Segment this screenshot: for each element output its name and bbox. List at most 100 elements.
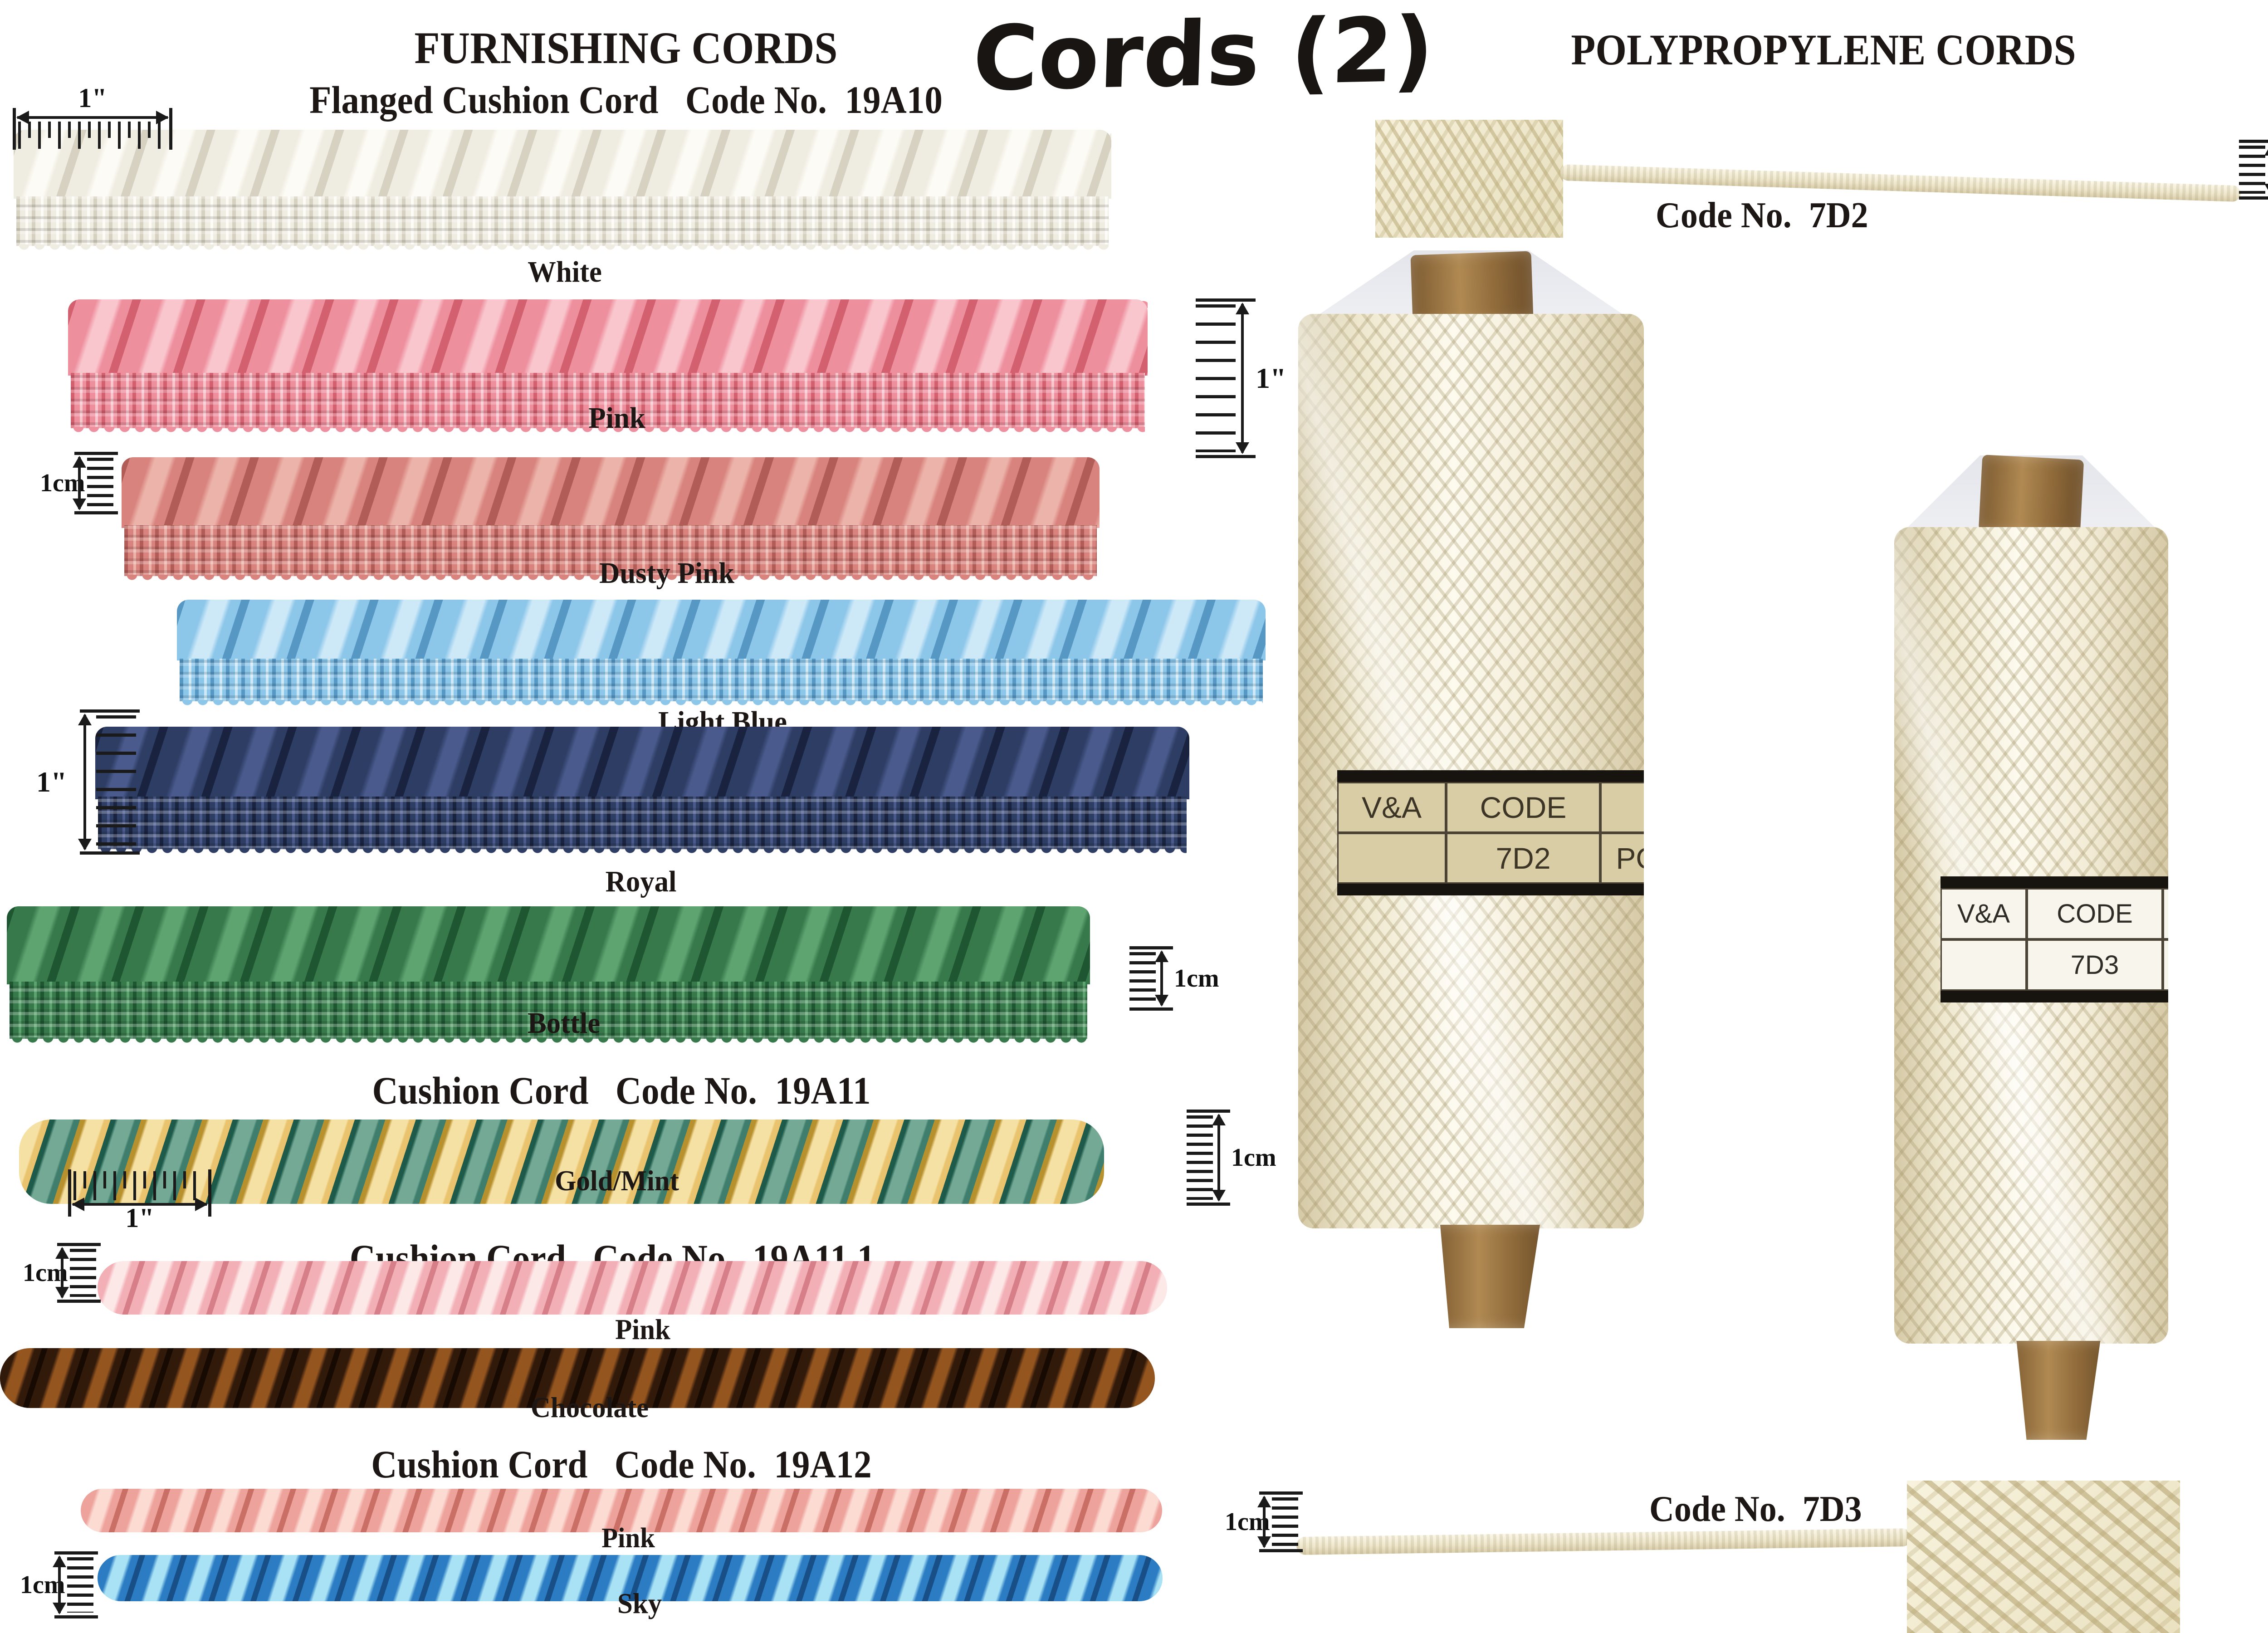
ruler-arrow-line [78,457,81,509]
spool-7d2: V&A CODE FIBRE 7D2 POLY PRO [1298,250,1644,1330]
ruler-ticks [67,1557,93,1613]
label-cell-fibre-value: POLY PRO [2163,939,2168,991]
cord-scallop-edge [124,575,1097,587]
cord-gimp-braid [10,982,1087,1039]
label-cell-fibre-header: FIBRE [2163,888,2168,939]
cord-label-sky: Sky [617,1587,662,1619]
ruler-endbar [80,851,140,855]
ruler-endbar [54,1551,98,1555]
cord-sample-white [14,123,1111,256]
ruler-1cm-vertical-icon: 1cm [1187,1110,1291,1206]
cord-label-dusty-pink: Dusty Pink [599,557,734,590]
cord-rope [14,130,1111,199]
ruler-endbar [1259,1491,1303,1495]
ruler-ticks [70,1249,96,1297]
cardboard-core-bottom [1440,1225,1540,1328]
cord-label-gold-mint: Gold/Mint [555,1164,679,1197]
cord-rope [122,457,1100,528]
ruler-arrow-line [73,1203,207,1206]
label-cell-fibre-header: FIBRE [1600,782,1644,833]
label-cell-brand: V&A [1337,782,1446,833]
cord-sample-pink [68,293,1148,439]
ruler-1inch-horizontal-icon: 1" [68,1169,211,1233]
cord-gimp-braid [98,797,1187,849]
ruler-1cm-vertical-icon: 1cm [40,452,144,514]
ruler-arrow-line [61,1248,64,1297]
cord-sample-pink-19a11-1 [98,1261,1167,1315]
ruler-endbar [1187,1203,1230,1206]
ruler-endbar [57,1243,101,1246]
label-cell-blank [1337,833,1446,884]
page-title: Cords (2) [971,0,1436,112]
ruler-endbar [74,511,118,514]
cord-sample-royal [95,720,1189,860]
label-cell-code-value: 7D3 [2027,939,2163,991]
ruler-endbar [74,452,118,455]
ruler-label: 1cm [20,1571,65,1599]
cord-label-pink: Pink [588,401,645,435]
code-label-7d3: Code No. 7D3 [1649,1489,1862,1529]
spool-label-7d3: V&A CODE FIBRE 7D3 POLY PRO [1941,876,2168,1002]
cord-scallop-edge [180,700,1263,712]
ruler-ticks [1129,952,1156,1005]
group-heading-19a10: Flanged Cushion Cord Code No. 19A10 [309,78,943,122]
ruler-label: 1" [125,1203,154,1233]
ruler-1cm-vertical-icon: 1cm [2239,140,2268,200]
ruler-label: 1cm [40,469,85,497]
ruler-arrow-line [1241,304,1244,453]
ruler-label: 1" [78,83,107,113]
cord-texture-swatch-7d3 [1907,1481,2180,1633]
ruler-arrow-line [17,116,168,119]
ruler-1inch-vertical-icon: 1" [36,709,163,855]
cord-rope [177,600,1266,661]
ruler-endbar [1129,1007,1173,1011]
ruler-endbar [1196,455,1256,458]
label-cell-code-header: CODE [2027,888,2163,939]
cord-rope [95,727,1189,800]
thin-cord-7d3 [1296,1528,1912,1555]
ruler-1inch-vertical-icon: 1" [1196,298,1314,458]
ruler-arrow-line [1160,952,1163,1005]
group-heading-19a12: Cushion Cord Code No. 19A12 [371,1442,872,1486]
cord-sample-light-blue [177,593,1266,712]
ruler-label: 1cm [1231,1144,1276,1172]
cardboard-core-bottom [2016,1341,2101,1440]
cardboard-core-top [1410,251,1534,323]
label-cell-fibre-value: POLY PRO [1600,833,1644,884]
cord-gimp-braid [180,658,1263,701]
polypropylene-section-heading: POLYPROPYLENE CORDS [1571,25,2076,74]
ruler-endbar [1187,1110,1230,1113]
code-label-7d2: Code No. 7D2 [1656,196,1868,235]
cord-label-pink-19a12: Pink [601,1523,655,1554]
ruler-1cm-vertical-icon: 1cm [20,1551,124,1618]
cord-scallop-edge [16,244,1109,256]
cord-gimp-braid [124,525,1097,576]
cord-sample-dusty-pink [122,450,1100,587]
cord-gimp-braid [16,196,1109,246]
ruler-endbar [1196,298,1256,302]
ruler-endbar [169,108,172,150]
cord-sample-bottle [7,900,1090,1049]
cord-gimp-braid [71,373,1145,428]
ruler-label: 1cm [1225,1508,1270,1536]
ruler-arrow-line [1263,1497,1266,1547]
ruler-endbar [80,709,140,713]
cord-label-bottle: Bottle [527,1007,601,1040]
ruler-endbar [54,1615,98,1618]
ruler-label: 1cm [1174,964,1219,993]
ruler-endbar [1259,1549,1303,1552]
label-cell-blank [1941,939,2027,991]
cord-label-chocolate: Chocolate [530,1391,649,1423]
ruler-label: 1" [1256,362,1286,394]
cord-scallop-edge [10,1037,1087,1049]
cord-sample-sky [98,1555,1163,1601]
cord-label-royal: Royal [605,865,677,898]
spool-7d3: V&A CODE FIBRE 7D3 POLY PRO [1894,455,2168,1441]
ruler-1cm-vertical-icon: 1cm [1129,946,1234,1011]
cord-rope [7,906,1090,985]
cord-sample-pink-19a12 [81,1489,1162,1532]
ruler-ticks [1196,304,1236,452]
ruler-ticks [87,458,113,508]
label-cell-code-header: CODE [1446,782,1600,833]
